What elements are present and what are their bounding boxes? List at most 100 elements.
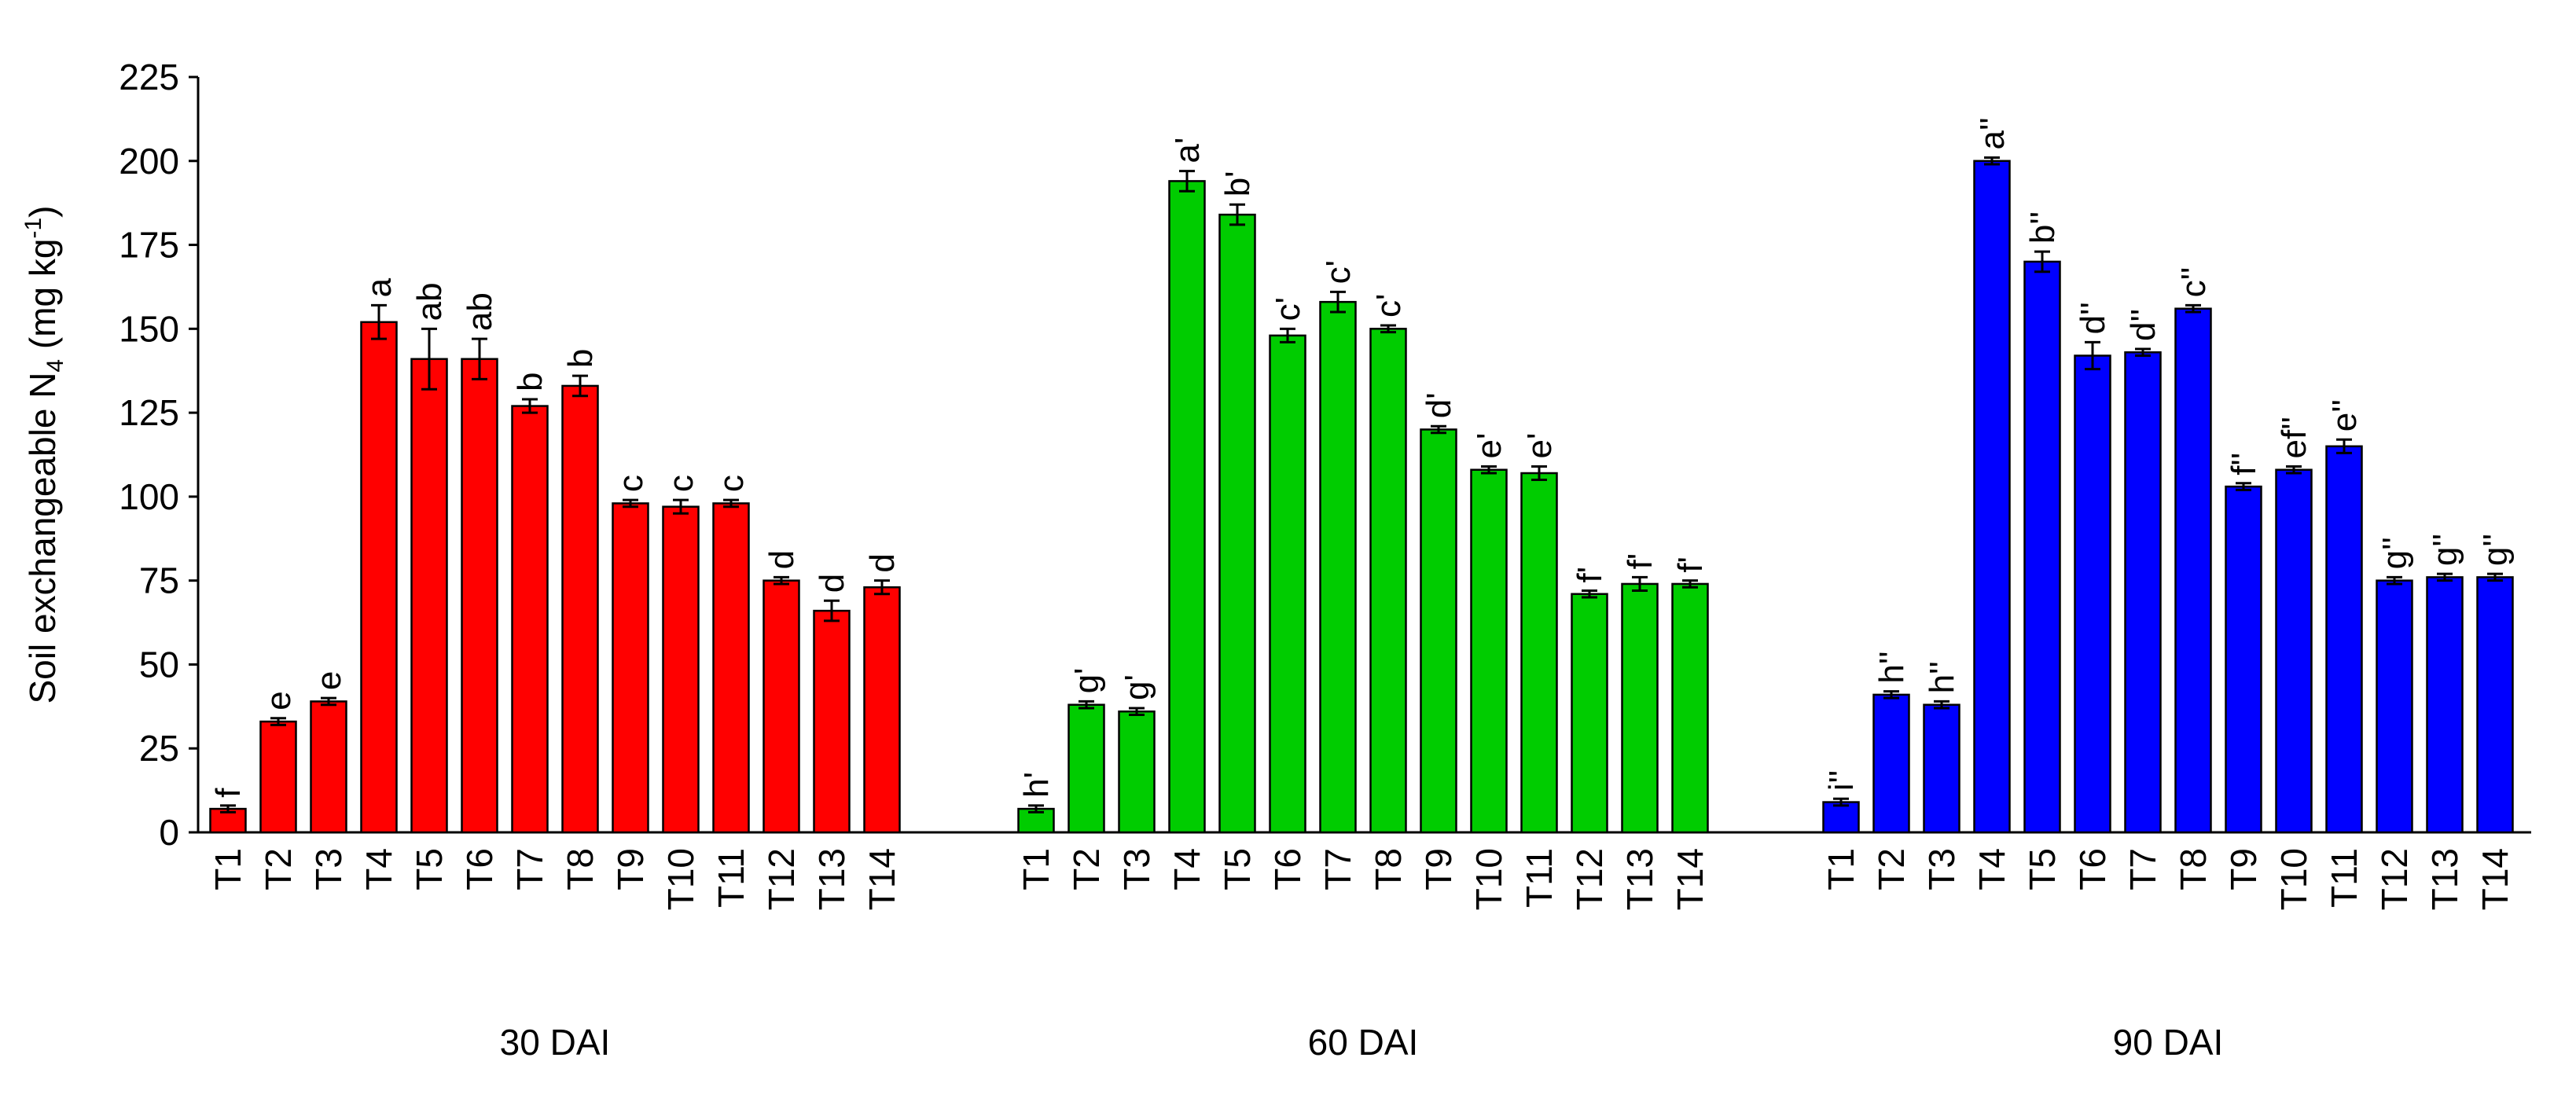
x-tick-label: T4 [358,848,399,891]
significance-label: d'' [2074,302,2112,334]
bar [511,405,549,834]
x-tick-label: T7 [1317,848,1358,891]
x-tick-label: T5 [1217,848,1258,891]
y-tick-label: 75 [139,560,179,601]
x-tick-label: T10 [1468,848,1509,910]
significance-label: g'' [2426,534,2464,566]
bar [461,358,498,834]
significance-label: h'' [1872,651,1911,683]
significance-label: c [712,475,751,492]
significance-label: c' [1269,297,1307,321]
significance-label: f' [1621,553,1659,570]
x-tick-label: T13 [1619,848,1660,910]
x-tick-label: T14 [1670,848,1711,910]
group-label: 30 DAI [500,1022,611,1063]
bars: f T1 e T2 e T3 a T4 ab T5 ab T6 b T7 b T8 c T9 c T10 c T11 d T1… [208,117,2515,910]
bar [2376,579,2413,834]
significance-label: e [259,691,298,710]
y-tick-label: 200 [119,141,179,182]
bar [1872,693,1910,834]
x-tick-label: T11 [711,848,751,908]
bar [1973,160,2011,834]
bar [1470,468,1508,834]
y-tick-label: 50 [139,644,179,685]
bar [2124,351,2162,834]
x-tick-label: T4 [1167,848,1207,891]
x-tick-label: T14 [862,848,902,910]
bar [1218,213,1256,834]
x-tick-label: T14 [2475,848,2515,910]
bar [712,502,750,834]
significance-label: c'' [2174,267,2213,298]
x-tick-label: T2 [1871,848,1912,891]
bar [662,505,700,834]
x-tick-label: T10 [660,848,701,910]
x-tick-label: T12 [761,848,802,910]
bar [259,720,297,834]
significance-label: ab [461,292,499,331]
y-tick-label: 225 [119,57,179,97]
bar [561,384,599,834]
x-tick-label: T10 [2273,848,2314,910]
x-tick-label: T9 [1418,848,1459,891]
bar [2426,576,2464,834]
significance-label: e' [1470,433,1508,459]
x-tick-label: T12 [1569,848,1610,910]
bar [863,586,901,834]
significance-label: g'' [2476,534,2515,566]
bar [2174,307,2212,834]
x-tick-label: T11 [1519,848,1560,908]
x-tick-label: T3 [1116,848,1157,891]
x-tick-label: T2 [1066,848,1107,891]
group-label: 90 DAI [2113,1022,2224,1063]
significance-label: c [612,475,650,492]
bar [360,321,398,834]
significance-label: d' [1420,392,1458,418]
x-tick-label: T7 [2122,848,2163,891]
x-tick-label: T13 [811,848,852,910]
bar [1923,703,1960,834]
significance-label: a [360,277,399,297]
bar-group: i'' T1 h'' T2 h'' T3 a'' T4 b'' T5 d'' T6 d'' T7 c'' T8… [1821,117,2515,910]
significance-label: a'' [1973,117,2012,149]
significance-label: b [561,349,600,368]
significance-label: i'' [1822,770,1861,791]
x-tick-label: T6 [1267,848,1308,891]
x-tick-label: T1 [208,848,248,891]
x-tick-label: T12 [2374,848,2415,910]
x-tick-label: T9 [610,848,651,891]
x-tick-label: T6 [459,848,500,891]
bar [1068,703,1105,834]
bar-group: f T1 e T2 e T3 a T4 ab T5 ab T6 b T7 b T8 c T9 c T10 c T11 d T1… [208,277,902,910]
x-tick-label: T5 [409,848,450,891]
bar [612,502,649,834]
significance-label: d [763,550,801,569]
bar [2225,485,2262,834]
x-tick-label: T1 [1016,848,1056,891]
bar [813,609,851,834]
significance-label: e [310,671,348,690]
x-tick-label: T9 [2223,848,2264,891]
bar [2023,260,2061,834]
y-tick-label: 125 [119,392,179,433]
x-tick-label: T8 [560,848,601,891]
significance-label: h' [1017,772,1056,798]
significance-label: b' [1218,171,1257,196]
bar [1520,472,1558,834]
significance-label: a' [1168,138,1207,163]
significance-label: b'' [2023,211,2062,244]
bar [2275,468,2313,834]
significance-label: d [813,574,851,593]
x-tick-label: T2 [258,848,299,891]
bar [1118,710,1156,834]
significance-label: f [209,788,248,798]
significance-label: ef'' [2275,417,2313,459]
significance-label: d'' [2124,309,2163,341]
significance-label: f'' [2225,453,2263,476]
x-tick-label: T11 [2324,848,2365,908]
y-axis: 0 25 50 75 100 125 150 175 200 225 [119,57,200,853]
y-tick-label: 175 [119,225,179,266]
x-tick-label: T4 [1972,848,2012,891]
y-tick-label: 25 [139,728,179,769]
significance-label: c' [1369,294,1408,318]
